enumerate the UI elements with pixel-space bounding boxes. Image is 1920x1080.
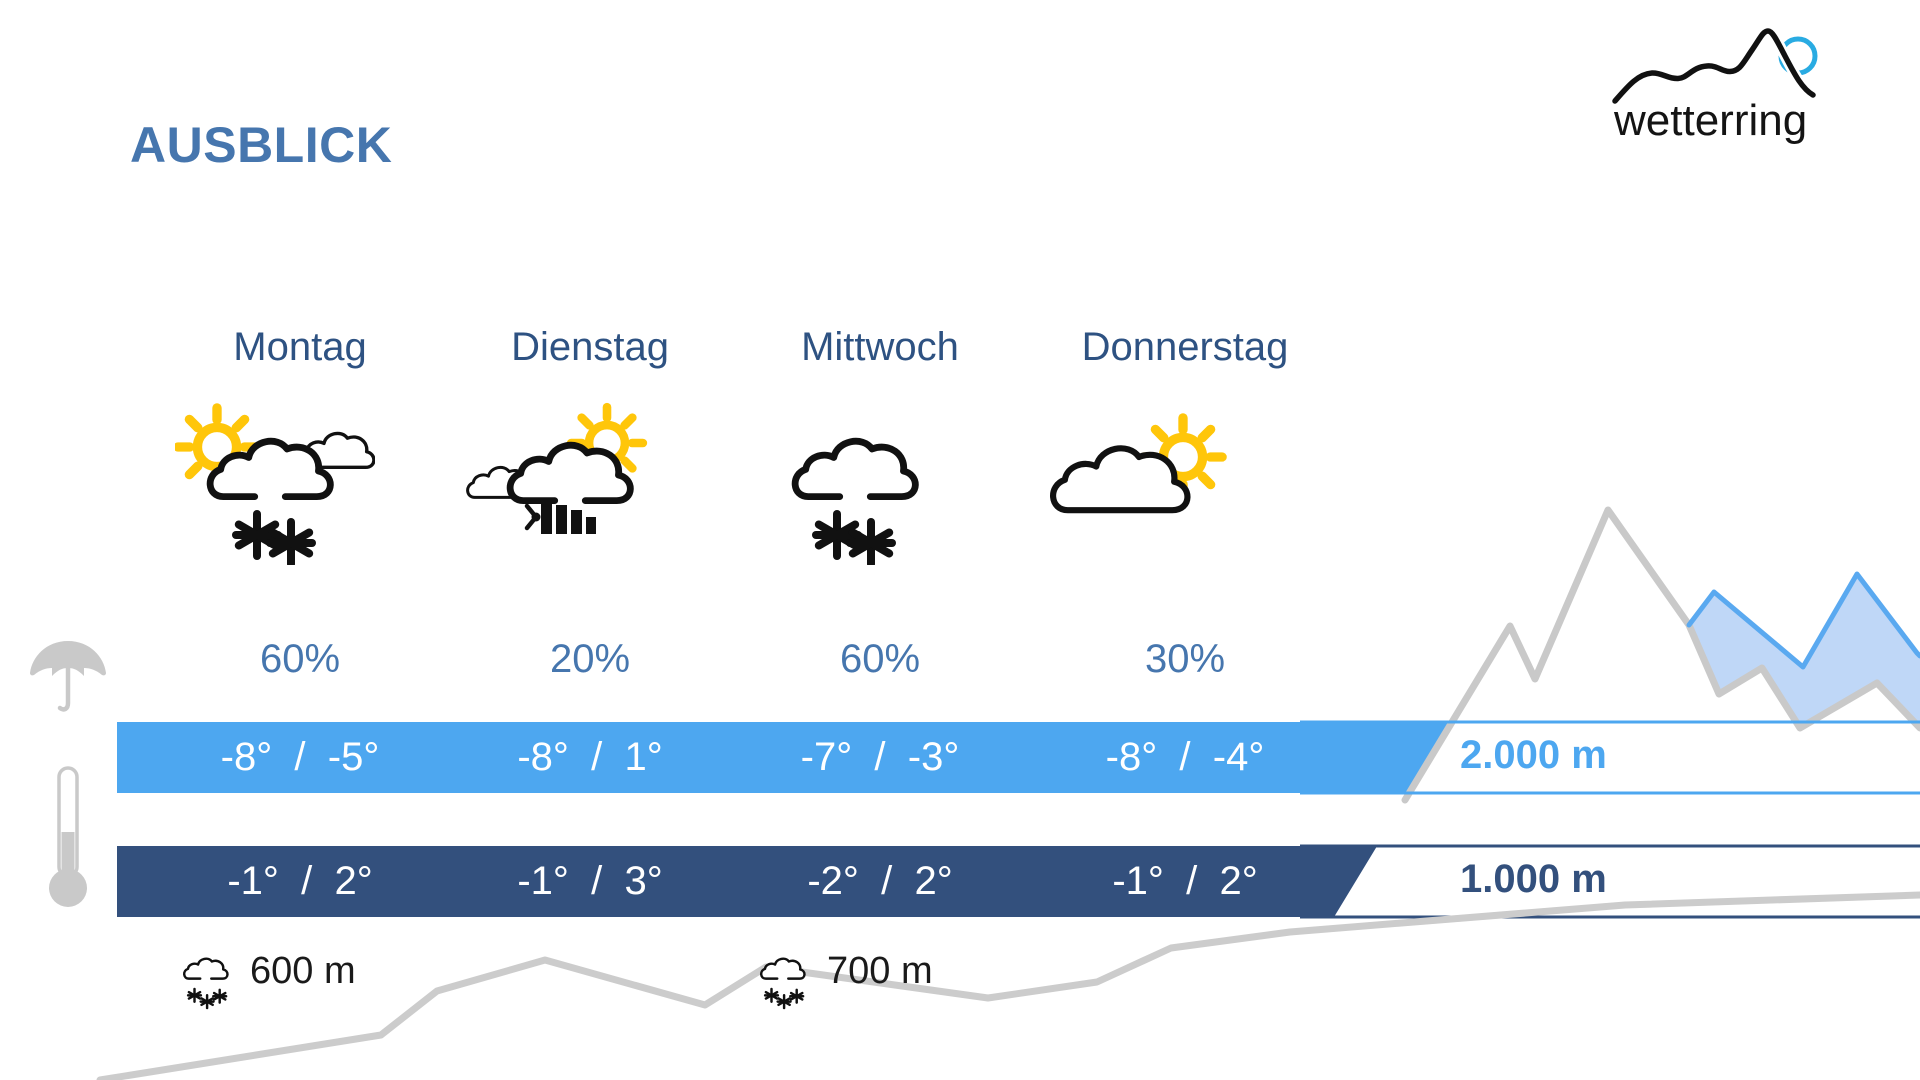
- svg-text:1.000 m: 1.000 m: [1460, 857, 1607, 901]
- svg-text:2.000 m: 2.000 m: [1460, 733, 1607, 777]
